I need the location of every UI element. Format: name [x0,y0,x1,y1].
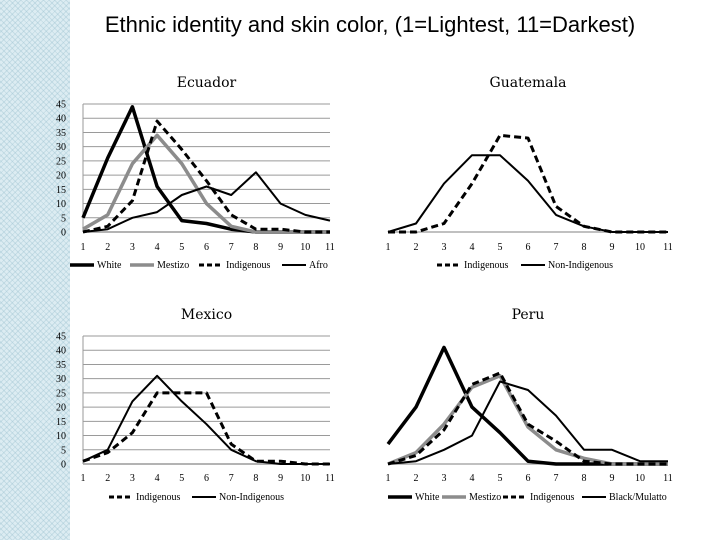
legend-label: Indigenous [464,260,509,271]
chart-3: Peru 1 2 3 4 5 6 7 8 9 10 11 White Mestizo Indigenous B… [386,307,673,503]
x-tick-label: 5 [179,242,184,253]
x-tick-label: 7 [229,242,234,253]
x-tick-label: 8 [253,473,258,484]
x-tick-label: 3 [442,242,447,253]
y-tick-label: 15 [56,417,66,428]
series-line-mestizo [82,133,330,234]
x-tick-label: 6 [204,473,209,484]
x-tick-label: 10 [300,473,310,484]
x-tick-label: 11 [663,242,673,253]
legend-label: Indigenous [226,260,271,271]
slide-title: Ethnic identity and skin color, (1=Light… [104,12,636,37]
y-tick-label: 40 [56,114,66,125]
y-tick-label: 30 [56,374,66,385]
y-tick-label: 30 [56,142,66,153]
x-tick-label: 9 [278,242,283,253]
x-tick-label: 6 [204,242,209,253]
legend-label: Non-Indigenous [219,492,284,503]
x-tick-label: 2 [414,473,419,484]
x-tick-label: 9 [278,473,283,484]
series-line-non-indigenous [82,374,330,465]
legend-label: Mestizo [157,260,189,271]
chart-title: Mexico [181,307,232,323]
x-tick-label: 11 [325,473,335,484]
chart-1: Guatemala 1 2 3 4 5 6 7 8 9 10 11 Indigenous Non-Indi… [386,75,673,271]
x-tick-label: 2 [105,473,110,484]
series-line-white [81,105,330,234]
x-tick-label: 9 [610,242,615,253]
x-tick-label: 10 [635,242,645,253]
y-tick-label: 15 [56,185,66,196]
x-tick-label: 4 [470,473,475,484]
legend-label: White [415,492,440,503]
x-tick-label: 2 [414,242,419,253]
y-tick-label: 10 [56,199,66,210]
y-tick-label: 35 [56,360,66,371]
x-tick-label: 5 [498,242,503,253]
x-tick-label: 6 [526,473,531,484]
y-tick-label: 0 [61,460,66,471]
series-line-afro [82,171,331,233]
x-tick-label: 5 [498,473,503,484]
series-line-white [386,345,668,466]
y-tick-label: 20 [56,171,66,182]
x-tick-label: 8 [582,473,587,484]
x-tick-label: 3 [130,242,135,253]
chart-title: Ecuador [177,75,237,91]
x-tick-label: 4 [155,473,160,484]
series-line-indigenous [82,119,330,234]
y-tick-label: 40 [56,346,66,357]
x-tick-label: 2 [105,242,110,253]
decorative-side-strip [0,0,70,540]
legend-label: Indigenous [136,492,181,503]
chart-title: Peru [512,307,545,323]
x-tick-label: 1 [81,242,86,253]
y-tick-label: 25 [56,388,66,399]
y-tick-label: 45 [56,100,66,111]
legend-label: Afro [309,260,328,271]
legend-label: White [97,260,122,271]
y-tick-label: 0 [61,228,66,239]
series-line-indigenous [388,133,668,234]
y-tick-label: 5 [61,445,66,456]
x-tick-label: 7 [554,473,559,484]
x-tick-label: 9 [610,473,615,484]
series-line-non-indigenous [387,154,668,233]
series-line-indigenous [387,371,668,466]
legend-label: Black/Mulatto [609,492,667,503]
y-tick-label: 25 [56,156,66,167]
x-tick-label: 10 [300,242,310,253]
x-tick-label: 4 [155,242,160,253]
legend-label: Non-Indigenous [548,260,613,271]
series-line-indigenous [82,391,330,466]
y-tick-label: 20 [56,403,66,414]
x-tick-label: 8 [582,242,587,253]
y-tick-label: 35 [56,128,66,139]
x-tick-label: 5 [179,473,184,484]
x-tick-label: 1 [386,473,391,484]
x-tick-label: 3 [130,473,135,484]
x-tick-label: 1 [386,242,391,253]
x-tick-label: 1 [81,473,86,484]
legend-label: Mestizo [469,492,501,503]
x-tick-label: 4 [470,242,475,253]
x-tick-label: 10 [635,473,645,484]
y-tick-label: 10 [56,431,66,442]
chart-title: Guatemala [490,75,567,91]
x-tick-label: 11 [325,242,335,253]
series-line-black-mulatto [387,380,668,465]
x-tick-label: 11 [663,473,673,484]
x-tick-label: 3 [442,473,447,484]
legend-label: Indigenous [530,492,575,503]
y-tick-label: 45 [56,332,66,343]
x-tick-label: 6 [526,242,531,253]
x-tick-label: 7 [554,242,559,253]
x-tick-label: 8 [253,242,258,253]
x-tick-label: 7 [229,473,234,484]
y-tick-label: 5 [61,213,66,224]
